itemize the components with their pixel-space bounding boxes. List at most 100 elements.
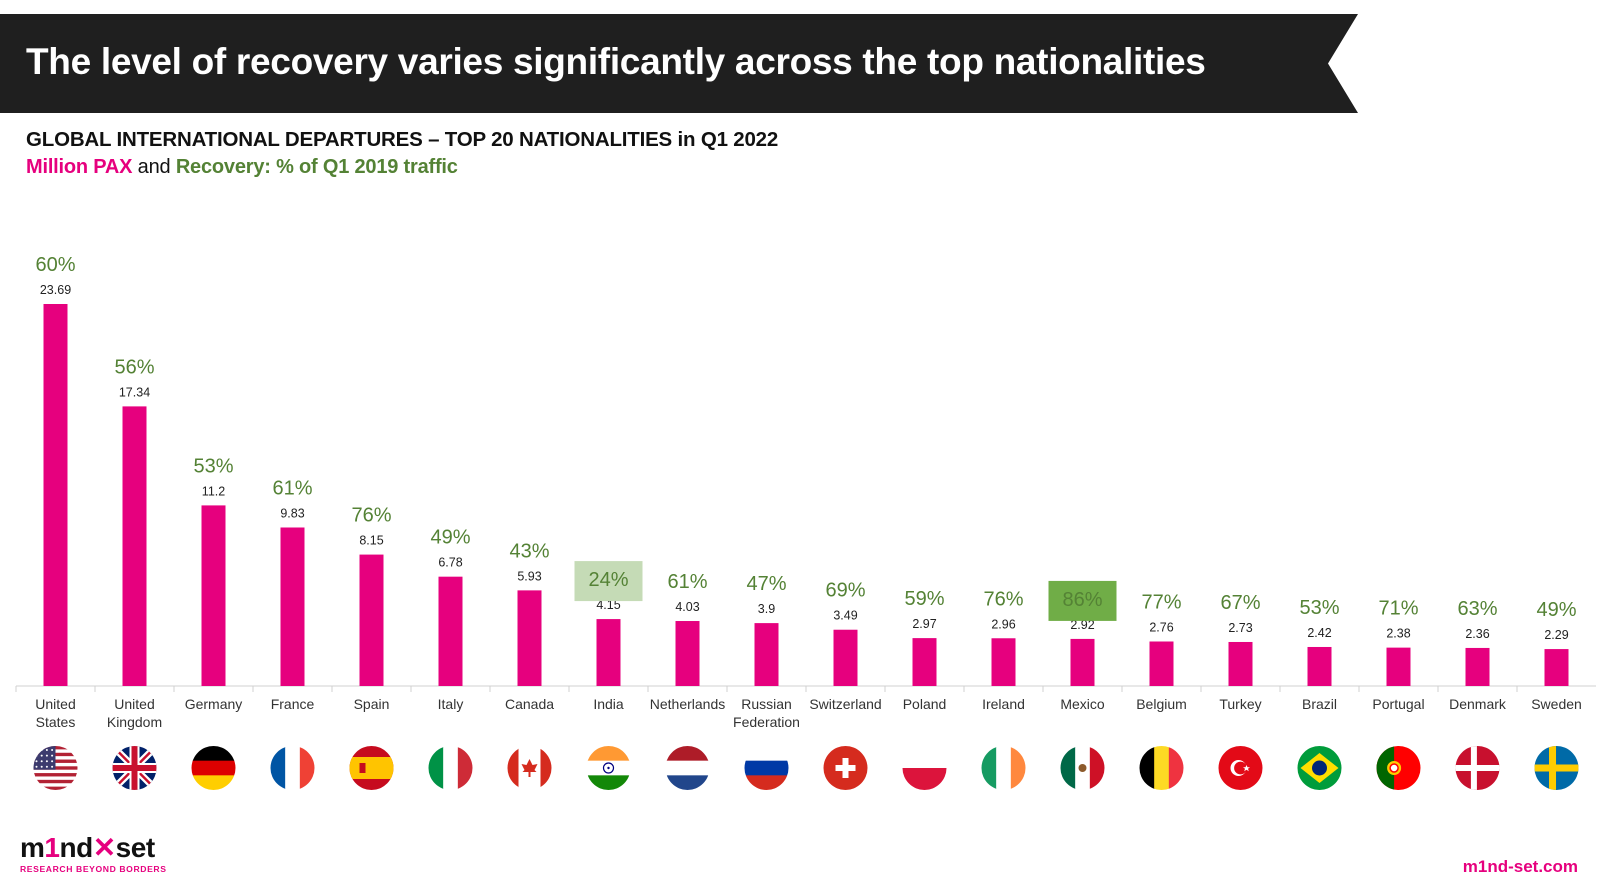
recovery-label: Recovery: % of Q1 2019 traffic [175,156,458,178]
logo-wordmark: m1nd✕set [20,832,155,863]
pax-label: Million PAX [26,156,133,178]
category-label-denmark: Denmark [1449,696,1507,712]
bar-brazil [1307,646,1332,686]
value-label-india: 4.15 [596,598,620,612]
bar-germany [201,505,226,686]
recovery-label-france: 61% [272,477,312,499]
flag-sweden-icon [1534,746,1579,790]
recovery-label-poland: 59% [904,588,944,610]
recovery-label-turkey: 67% [1220,592,1260,614]
bar-mexico [1070,638,1095,686]
mindset-logo: m1nd✕set RESEARCH BEYOND BORDERS [20,832,167,875]
bar-belgium [1149,641,1174,686]
category-label-united-kingdom: United Kingdom [107,696,162,730]
recovery-label-ireland: 76% [983,588,1023,610]
recovery-label-italy: 49% [430,527,470,549]
value-label-united-kingdom: 17.34 [119,385,150,399]
recovery-label-united-states: 60% [35,254,75,276]
bar-netherlands [675,621,700,686]
bar-italy [438,576,463,686]
bar-united-kingdom [122,406,147,686]
flag-switzerland-icon [823,746,868,790]
value-label-denmark: 2.36 [1465,627,1489,641]
bar-chart: 23.69 60% United States 17.34 56% United Kingdo… [15,254,1596,790]
value-label-ireland: 2.96 [991,617,1015,631]
flag-belgium-icon [1139,746,1184,790]
bar-united-states [43,304,68,686]
logo-cross-icon: ✕ [92,832,116,863]
flag-mexico-icon [1060,746,1105,790]
category-label-spain: Spain [354,696,390,712]
value-label-spain: 8.15 [359,534,383,548]
chart-subheading: Million PAX and Recovery: % of Q1 2019 t… [26,156,458,179]
value-label-belgium: 2.76 [1149,620,1173,634]
recovery-label-sweden: 49% [1536,599,1576,621]
bar-spain [359,554,384,686]
category-label-mexico: Mexico [1060,696,1105,712]
recovery-label-canada: 43% [509,540,549,562]
recovery-label-russian-federation: 47% [746,573,786,595]
category-label-brazil: Brazil [1302,696,1337,712]
logo-tagline: RESEARCH BEYOND BORDERS [20,864,167,874]
recovery-label-belgium: 77% [1141,591,1181,613]
value-label-turkey: 2.73 [1228,621,1252,635]
value-label-russian-federation: 3.9 [758,602,775,616]
recovery-label-india: 24% [588,569,628,591]
bar-portugal [1386,647,1411,686]
chart-heading: GLOBAL INTERNATIONAL DEPARTURES – TOP 20… [26,128,779,151]
category-label-belgium: Belgium [1136,696,1187,712]
flag-ireland-icon [981,746,1026,790]
flag-spain-icon [349,746,394,790]
recovery-label-switzerland: 69% [825,580,865,602]
flag-france-icon [270,746,315,790]
category-label-netherlands: Netherlands [650,696,726,712]
bar-poland [912,638,937,686]
subheading-connector: and [132,156,176,178]
bar-france [280,527,305,686]
category-label-germany: Germany [185,696,243,712]
value-label-italy: 6.78 [438,556,462,570]
recovery-label-germany: 53% [193,455,233,477]
flag-brazil-icon [1297,746,1342,790]
category-label-turkey: Turkey [1219,696,1261,712]
recovery-label-spain: 76% [351,505,391,527]
flag-russia-icon [744,746,789,790]
flag-poland-icon [902,746,947,790]
flag-italy-icon [428,746,473,790]
category-label-portugal: Portugal [1372,696,1424,712]
bar-ireland [991,638,1016,686]
title-banner: The level of recovery varies significant… [0,14,1358,113]
category-label-ireland: Ireland [982,696,1025,712]
flag-denmark-icon [1455,746,1500,790]
value-label-canada: 5.93 [517,569,541,583]
category-label-united-states: United States [35,696,75,730]
flag-turkey-icon [1218,746,1263,790]
category-label-france: France [271,696,315,712]
value-label-mexico: 2.92 [1070,618,1094,632]
value-label-netherlands: 4.03 [675,600,699,614]
highlight-box-mexico [1048,580,1117,621]
category-label-switzerland: Switzerland [809,696,881,712]
recovery-label-brazil: 53% [1299,597,1339,619]
category-label-sweden: Sweden [1531,696,1582,712]
value-label-switzerland: 3.49 [833,609,857,623]
category-label-italy: Italy [438,696,464,712]
category-label-russian-federation: Russian Federation [733,696,800,730]
recovery-label-denmark: 63% [1457,598,1497,620]
value-label-united-states: 23.69 [40,283,71,297]
site-link[interactable]: m1nd-set.com [1462,857,1578,876]
value-label-poland: 2.97 [912,617,936,631]
bar-sweden [1544,649,1569,686]
value-label-portugal: 2.38 [1386,627,1410,641]
value-label-germany: 11.2 [202,484,225,498]
bar-denmark [1465,647,1490,686]
bar-russian-federation [754,623,779,686]
flag-us-icon [33,746,78,790]
recovery-label-united-kingdom: 56% [114,356,154,378]
value-label-sweden: 2.29 [1544,628,1568,642]
bar-india [596,619,621,686]
flag-canada-icon [507,746,552,790]
banner-shape [0,14,1358,113]
flag-uk-icon [112,746,157,790]
category-label-india: India [593,696,624,712]
